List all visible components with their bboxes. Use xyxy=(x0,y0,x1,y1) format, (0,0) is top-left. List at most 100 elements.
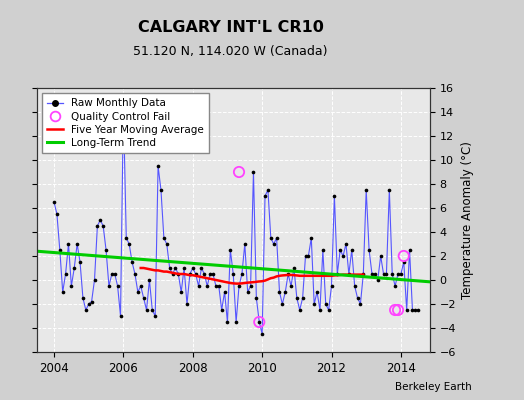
Point xyxy=(406,247,414,253)
Legend: Raw Monthly Data, Quality Control Fail, Five Year Moving Average, Long-Term Tren: Raw Monthly Data, Quality Control Fail, … xyxy=(42,93,209,153)
Point xyxy=(174,271,182,277)
Point xyxy=(347,247,356,253)
Point xyxy=(351,283,359,289)
Point xyxy=(388,271,397,277)
Point xyxy=(394,271,402,277)
Point xyxy=(171,265,180,271)
Point xyxy=(67,283,75,289)
Point xyxy=(79,295,87,301)
Point xyxy=(249,169,258,175)
Point xyxy=(402,307,411,313)
Text: Berkeley Earth: Berkeley Earth xyxy=(395,382,472,392)
Point xyxy=(61,271,70,277)
Point xyxy=(73,241,81,247)
Point xyxy=(290,265,298,271)
Point xyxy=(241,241,249,247)
Point xyxy=(194,283,203,289)
Point xyxy=(370,271,379,277)
Y-axis label: Temperature Anomaly (°C): Temperature Anomaly (°C) xyxy=(462,141,474,299)
Point xyxy=(185,271,194,277)
Point xyxy=(102,247,110,253)
Point xyxy=(105,283,113,289)
Point xyxy=(96,217,104,223)
Point xyxy=(359,271,367,277)
Point xyxy=(333,271,342,277)
Point xyxy=(64,241,73,247)
Point xyxy=(200,271,209,277)
Point xyxy=(374,277,382,283)
Point xyxy=(391,307,399,313)
Point xyxy=(267,235,275,241)
Point xyxy=(246,283,255,289)
Point xyxy=(157,187,165,193)
Point xyxy=(362,187,370,193)
Point xyxy=(189,265,197,271)
Point xyxy=(330,193,339,199)
Point xyxy=(107,271,116,277)
Point xyxy=(160,235,168,241)
Point xyxy=(59,289,67,295)
Point xyxy=(272,235,281,241)
Point xyxy=(322,301,330,307)
Point xyxy=(217,307,226,313)
Point xyxy=(229,271,237,277)
Point xyxy=(177,289,185,295)
Point xyxy=(316,307,324,313)
Point xyxy=(368,271,376,277)
Text: 51.120 N, 114.020 W (Canada): 51.120 N, 114.020 W (Canada) xyxy=(133,46,328,58)
Point xyxy=(137,283,145,289)
Point xyxy=(284,271,292,277)
Point xyxy=(226,247,235,253)
Point xyxy=(275,289,283,295)
Point xyxy=(197,265,205,271)
Point xyxy=(382,271,390,277)
Point xyxy=(113,283,122,289)
Point xyxy=(258,331,266,337)
Point xyxy=(128,259,136,265)
Point xyxy=(139,295,148,301)
Point xyxy=(209,271,217,277)
Point xyxy=(345,271,353,277)
Point xyxy=(99,223,107,229)
Point xyxy=(134,289,142,295)
Point xyxy=(70,265,79,271)
Point xyxy=(319,247,327,253)
Point xyxy=(111,271,119,277)
Point xyxy=(221,289,229,295)
Point xyxy=(397,271,405,277)
Point xyxy=(252,295,260,301)
Point xyxy=(339,253,347,259)
Point xyxy=(191,271,200,277)
Point xyxy=(328,283,336,289)
Point xyxy=(261,193,269,199)
Point xyxy=(183,301,191,307)
Point xyxy=(238,271,246,277)
Point xyxy=(84,301,93,307)
Point xyxy=(304,253,313,259)
Point xyxy=(168,271,177,277)
Point xyxy=(414,307,422,313)
Point xyxy=(145,277,154,283)
Point xyxy=(82,307,90,313)
Point xyxy=(206,271,214,277)
Point xyxy=(162,241,171,247)
Point xyxy=(90,277,99,283)
Point xyxy=(255,319,264,325)
Point xyxy=(148,307,157,313)
Point xyxy=(376,253,385,259)
Point xyxy=(411,307,420,313)
Point xyxy=(408,307,417,313)
Point xyxy=(143,307,151,313)
Point xyxy=(313,289,321,295)
Point xyxy=(180,265,188,271)
Point xyxy=(151,313,159,319)
Point xyxy=(379,271,388,277)
Point xyxy=(310,301,319,307)
Point xyxy=(154,163,162,169)
Point xyxy=(212,283,220,289)
Point xyxy=(88,298,96,305)
Point xyxy=(235,283,243,289)
Point xyxy=(56,247,64,253)
Point xyxy=(119,103,127,109)
Point xyxy=(235,169,243,175)
